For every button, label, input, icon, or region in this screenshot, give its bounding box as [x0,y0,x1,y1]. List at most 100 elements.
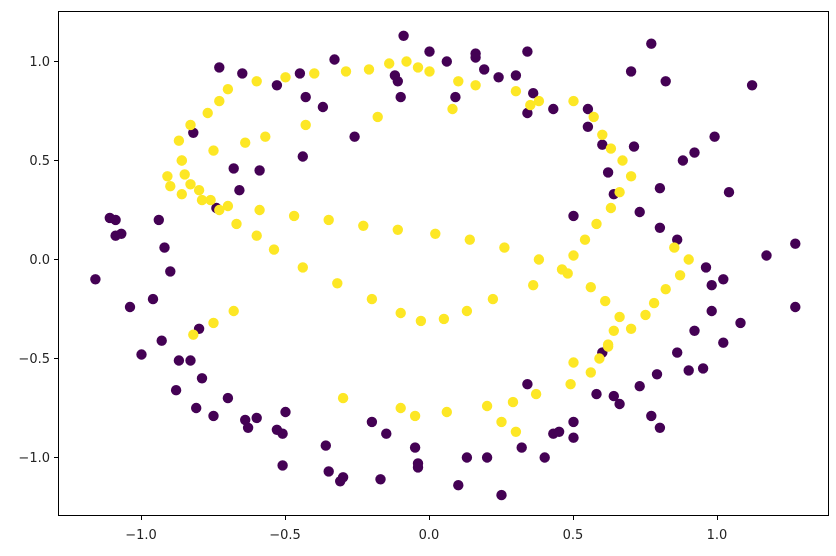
scatter-point-class-0 [349,131,360,142]
scatter-point-class-0 [366,416,378,428]
scatter-point-class-0 [568,210,579,222]
scatter-point-class-1 [461,305,473,317]
scatter-point-class-1 [173,135,185,146]
scatter-point-class-0 [522,46,533,57]
y-tick-label: 1.0 [29,55,50,70]
scatter-point-class-0 [277,460,288,471]
scatter-point-class-1 [591,218,602,230]
scatter-point-class-0 [634,206,645,218]
scatter-point-class-1 [231,218,242,230]
scatter-point-class-0 [697,363,709,374]
scatter-point-class-1 [251,230,262,241]
scatter-point-class-0 [718,337,729,348]
scatter-point-class-0 [651,369,663,380]
scatter-point-class-0 [110,214,121,226]
scatter-point-class-1 [562,268,573,279]
scatter-point-class-0 [381,428,392,439]
scatter-point-class-1 [525,99,536,111]
scatter-point-class-0 [196,373,208,384]
scatter-point-class-1 [648,297,660,309]
scatter-point-class-0 [628,141,640,152]
scatter-point-class-1 [300,119,311,131]
scatter-point-class-0 [516,442,527,453]
scatter-point-class-0 [280,406,291,418]
scatter-point-class-0 [625,66,637,77]
scatter-point-class-1 [309,68,320,79]
scatter-point-class-0 [254,165,265,176]
scatter-point-class-0 [188,127,199,138]
scatter-point-class-1 [568,250,579,261]
scatter-point-class-0 [646,410,657,422]
scatter-point-class-0 [597,139,608,150]
scatter-point-class-0 [689,325,700,336]
scatter-point-class-0 [191,402,202,414]
scatter-point-class-0 [240,414,251,426]
scatter-point-class-0 [450,91,461,103]
y-axis: 1.0 0.5 0.0 −0.5 −1.0 [18,55,59,466]
scatter-point-class-0 [735,317,746,329]
scatter-point-class-1 [674,270,686,281]
scatter-point-class-0 [453,480,464,491]
scatter-point-class-1 [533,95,545,107]
scatter-point-class-1 [297,262,308,273]
scatter-point-class-0 [660,76,671,87]
y-tick-label: −0.5 [18,352,50,367]
scatter-point-class-1 [602,341,614,352]
scatter-point-class-1 [395,307,406,319]
scatter-point-class-1 [332,278,343,289]
scatter-point-class-0 [683,365,694,376]
scatter-point-class-1 [323,214,334,226]
scatter-point-class-1 [464,234,475,245]
scatter-point-class-1 [165,181,176,192]
scatter-point-class-0 [646,38,657,49]
scatter-point-class-0 [208,410,219,422]
scatter-point-class-0 [528,88,539,99]
scatter-point-class-1 [625,323,637,334]
scatter-point-class-0 [689,147,700,158]
x-tick-label: 0.5 [563,528,584,543]
scatter-point-class-1 [470,80,481,91]
scatter-point-class-0 [317,101,329,113]
y-tick-label: 0.0 [29,253,50,268]
scatter-point-class-0 [790,238,801,249]
scatter-point-class-1 [260,131,271,142]
scatter-point-class-0 [185,355,196,366]
scatter-point-class-0 [746,80,758,91]
scatter-point-class-1 [441,406,452,418]
scatter-points [90,30,801,501]
scatter-point-class-1 [579,234,591,245]
scatter-point-class-1 [614,187,625,198]
scatter-point-class-1 [600,295,611,307]
x-tick-label: −0.5 [269,528,301,543]
scatter-point-class-0 [614,398,625,410]
scatter-point-class-0 [470,48,481,59]
scatter-point-class-1 [588,111,599,123]
scatter-point-class-0 [116,228,127,239]
scatter-point-class-0 [424,46,435,57]
x-tick-label: 1.0 [707,528,728,543]
scatter-point-class-1 [205,194,216,206]
y-tick-label: −1.0 [18,451,50,466]
scatter-point-class-0 [124,301,136,313]
scatter-point-class-0 [147,293,159,305]
scatter-point-class-1 [453,76,464,87]
scatter-point-class-1 [605,143,617,154]
scatter-point-class-1 [185,119,196,131]
scatter-point-class-0 [522,107,533,119]
scatter-point-class-0 [582,103,594,115]
scatter-point-class-0 [153,214,164,226]
scatter-point-class-1 [228,305,239,317]
scatter-point-class-0 [409,442,421,453]
scatter-point-class-0 [677,155,689,166]
scatter-point-class-1 [568,357,579,368]
scatter-point-class-1 [401,56,412,67]
scatter-point-class-0 [441,56,452,67]
scatter-point-class-0 [392,76,403,87]
scatter-point-class-1 [528,280,539,291]
scatter-point-class-0 [493,72,504,83]
scatter-point-class-0 [790,301,801,313]
scatter-point-class-1 [208,145,219,156]
scatter-point-class-0 [271,424,283,435]
scatter-point-class-1 [366,293,378,305]
